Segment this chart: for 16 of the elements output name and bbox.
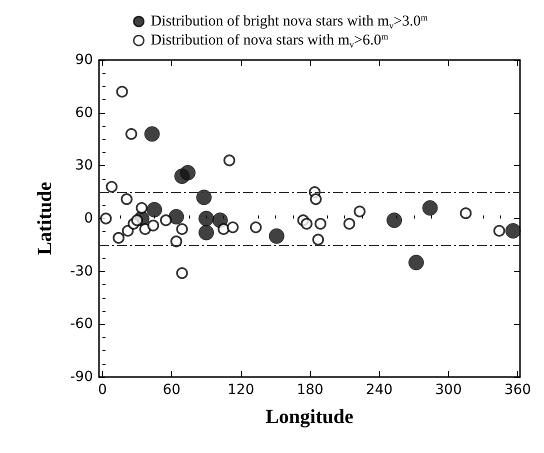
x-tick-label: 60 xyxy=(162,382,181,398)
x-tick-label: 240 xyxy=(366,382,393,398)
x-axis-title: Longitude xyxy=(266,406,354,428)
x-tick-label: 180 xyxy=(296,382,324,398)
y-tick-label: 90 xyxy=(75,52,93,68)
x-tick-label: 120 xyxy=(228,382,254,398)
x-tick-label: 0 xyxy=(98,382,107,398)
y-tick-label: -60 xyxy=(70,316,93,332)
y-tick-label: -90 xyxy=(70,369,93,385)
y-axis-title: Latitude xyxy=(34,182,56,256)
x-tick-label: 360 xyxy=(504,382,532,398)
y-tick-label: 30 xyxy=(75,158,93,174)
y-tick-label: 0 xyxy=(84,210,93,226)
x-tick-label: 300 xyxy=(435,382,462,398)
y-tick-label: -30 xyxy=(70,263,93,280)
y-tick-label: 60 xyxy=(75,104,93,121)
